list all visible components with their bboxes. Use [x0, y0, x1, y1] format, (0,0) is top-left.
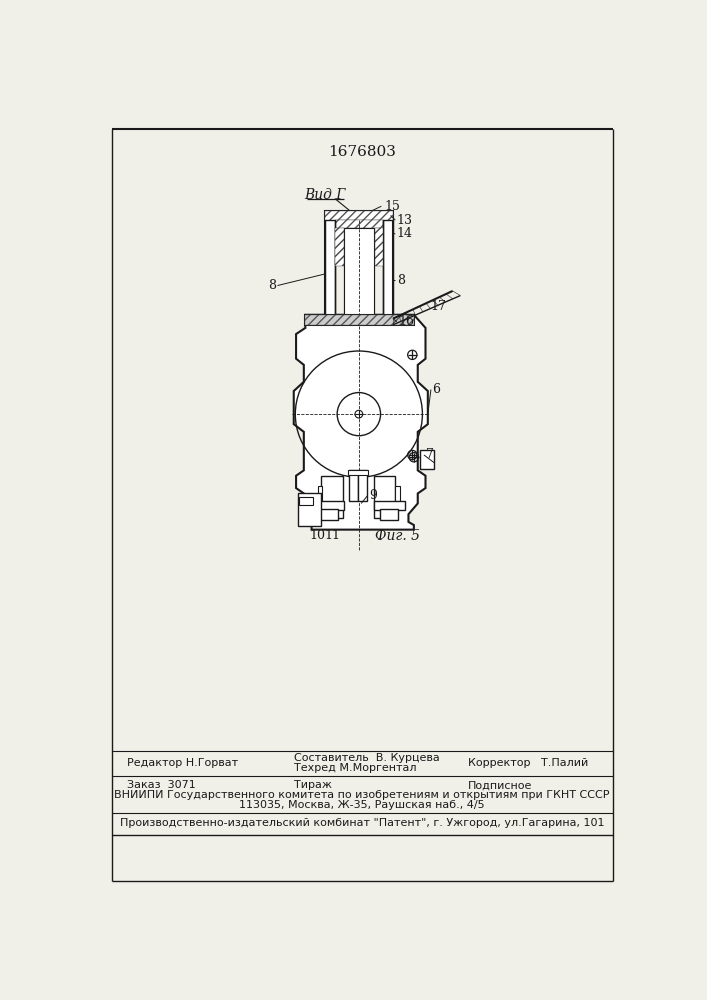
Text: 1676803: 1676803 [328, 145, 396, 159]
Text: ВНИИПИ Государственного комитета по изобретениям и открытиям при ГКНТ СССР: ВНИИПИ Государственного комитета по изоб… [115, 790, 609, 800]
Text: 14: 14 [397, 227, 413, 240]
Text: Корректор   Т.Палий: Корректор Т.Палий [468, 758, 588, 768]
Text: 16: 16 [398, 315, 414, 328]
Bar [375, 228, 383, 266]
Bar [305, 315, 414, 325]
Bar [305, 315, 414, 325]
Text: Вид Г: Вид Г [304, 188, 346, 202]
Text: 10: 10 [309, 529, 325, 542]
Text: Производственно-издательский комбинат "Патент", г. Ужгород, ул.Гагарина, 101: Производственно-издательский комбинат "П… [119, 818, 604, 828]
Text: 113035, Москва, Ж-35, Раушская наб., 4/5: 113035, Москва, Ж-35, Раушская наб., 4/5 [239, 800, 485, 810]
Bar [298, 493, 321, 526]
Bar [325, 211, 393, 221]
Bar [420, 450, 434, 469]
Text: 7: 7 [426, 448, 433, 461]
Bar [335, 228, 344, 266]
Text: 9: 9 [369, 489, 377, 502]
Text: Подписное: Подписное [468, 780, 532, 790]
Text: Редактор Н.Горват: Редактор Н.Горват [127, 758, 238, 768]
Text: 8: 8 [397, 274, 405, 287]
Text: 13: 13 [397, 214, 413, 227]
Bar [325, 211, 393, 221]
Text: 8: 8 [268, 279, 276, 292]
Bar [395, 486, 400, 501]
Bar [373, 476, 395, 518]
Bar [349, 470, 358, 501]
Bar [299, 497, 313, 505]
Bar [335, 220, 383, 228]
Text: Заказ  3071: Заказ 3071 [127, 780, 196, 790]
Bar [320, 509, 338, 520]
Bar [358, 470, 368, 501]
Bar [383, 220, 393, 316]
Text: Фиг. 5: Фиг. 5 [375, 529, 420, 543]
Text: Техред М.Моргентал: Техред М.Моргентал [293, 763, 416, 773]
Text: 6: 6 [433, 383, 440, 396]
Bar [348, 470, 368, 475]
Bar [313, 501, 344, 510]
Bar [325, 220, 335, 316]
Text: 11: 11 [325, 529, 341, 542]
Text: 15: 15 [385, 200, 400, 213]
Bar [335, 220, 383, 228]
Text: 17: 17 [431, 300, 447, 313]
Bar [373, 501, 404, 510]
Text: Составитель  В. Курцева: Составитель В. Курцева [293, 753, 440, 763]
Text: Тираж: Тираж [293, 780, 332, 790]
Polygon shape [293, 315, 428, 530]
Bar [321, 476, 343, 518]
Bar [317, 486, 322, 501]
Bar [344, 228, 373, 316]
Bar [380, 509, 398, 520]
